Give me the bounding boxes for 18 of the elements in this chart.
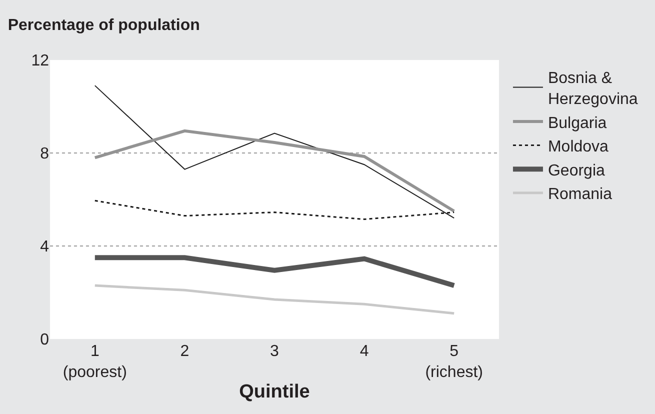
y-tick-label: 0 — [40, 332, 50, 349]
x-tick-label: 3 — [270, 343, 280, 360]
chart-title: Percentage of population — [8, 16, 200, 34]
x-tick-label: 5 (richest) — [425, 343, 483, 381]
y-tick-label: 12 — [31, 52, 50, 70]
x-tick-label: 2 — [180, 343, 190, 360]
legend-label: Moldova — [548, 138, 609, 156]
x-axis-title: Quintile — [239, 382, 310, 403]
line-series — [94, 284, 456, 315]
line-series — [94, 85, 455, 219]
x-tick-label: 4 — [360, 343, 369, 360]
legend-label: Bosnia & Herzegovina — [548, 70, 638, 108]
y-tick-label: 4 — [40, 238, 50, 256]
y-tick-label: 8 — [40, 146, 50, 163]
x-tick-label: 1 (poorest) — [62, 343, 127, 381]
legend-label: Romania — [548, 186, 612, 204]
legend-label: Georgia — [548, 162, 606, 180]
legend-label: Bulgaria — [548, 114, 607, 132]
